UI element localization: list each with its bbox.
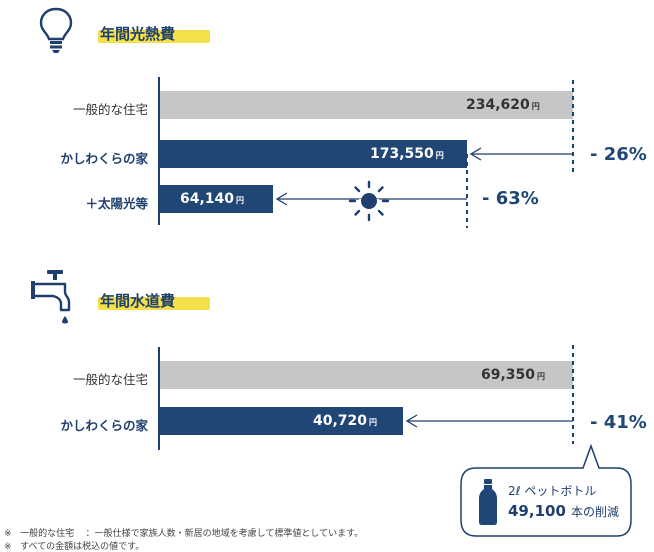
value-label: 234,620 円 [466, 97, 540, 113]
category-label: 一般的な住宅 [72, 102, 148, 117]
water-faucet-icon [31, 270, 71, 324]
reduction-percent: - 63% [482, 188, 539, 209]
section-title-highlight [98, 30, 210, 43]
bar-kashiwakura-house-energy [160, 140, 467, 168]
bar-solar-energy [160, 185, 273, 213]
bubble-line1: 2ℓ ペットボトル [508, 484, 597, 498]
bottle-suffix: 本の削減 [570, 505, 619, 519]
pet-bottle-icon [479, 479, 497, 525]
chart-axis [158, 77, 160, 225]
category-label: ＋太陽光等 [85, 196, 148, 211]
bar-general-house-water [160, 361, 573, 389]
section-title-water: 年間水道費 [100, 292, 176, 310]
light-bulb-icon [39, 7, 73, 53]
footnote-2: ※ すべての金額は税込の値です。 [4, 542, 145, 552]
section-title-energy: 年間光熱費 [100, 25, 176, 43]
bar-general-house-energy [160, 91, 573, 119]
value-label: 40,720 円 [313, 413, 378, 429]
chart-axis [158, 347, 160, 450]
value-label: 69,350 円 [481, 367, 546, 383]
section-title-highlight [98, 297, 210, 310]
category-label: かしわくらの家 [60, 418, 148, 433]
bubble-line2: 49,100 本の削減 [508, 501, 619, 520]
category-label: 一般的な住宅 [72, 372, 148, 387]
reduction-percent: - 26% [590, 144, 647, 165]
footnote-1: ※ 一般的な住宅 ：一般仕様で家族人数・新居の地域を考慮して標準値としています。 [4, 529, 364, 539]
value-label: 173,550 円 [370, 146, 444, 162]
bar-kashiwakura-house-water [160, 407, 403, 435]
sun-icon [348, 180, 390, 222]
reduction-percent: - 41% [590, 412, 647, 433]
bottle-count: 49,100 [508, 502, 566, 520]
value-label: 64,140 円 [180, 191, 245, 207]
category-label: かしわくらの家 [60, 151, 148, 166]
